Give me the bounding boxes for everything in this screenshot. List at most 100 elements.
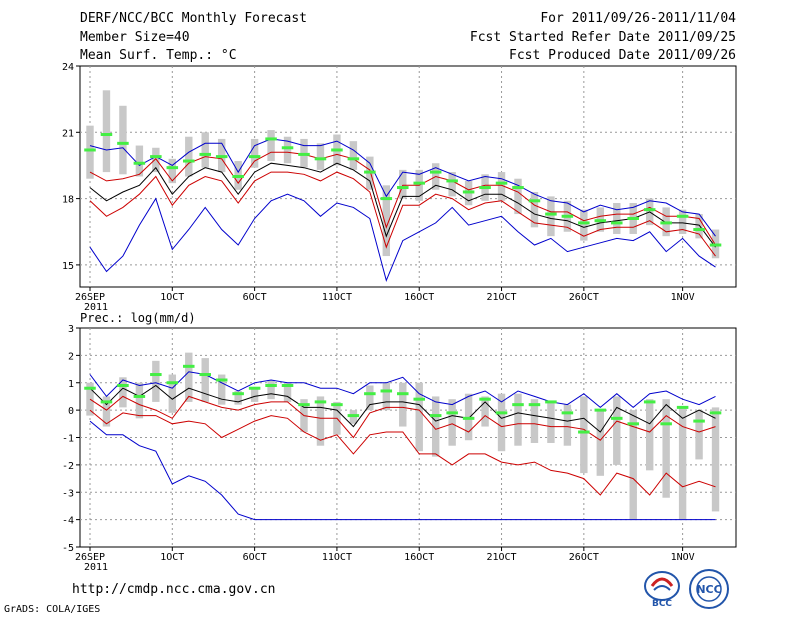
y-tick-label: -2: [62, 461, 74, 472]
obs-marker: [265, 383, 277, 387]
range-bar: [283, 136, 292, 164]
obs-marker: [133, 161, 146, 165]
range-bar: [613, 396, 621, 465]
y-tick-label: 3: [68, 324, 74, 335]
range-bar: [547, 196, 555, 237]
obs-marker: [215, 378, 228, 382]
range-bar: [481, 396, 489, 427]
obs-marker: [413, 397, 425, 401]
y-tick-label: 0: [68, 406, 74, 417]
range-bar: [283, 382, 292, 402]
obs-marker: [215, 155, 228, 159]
range-bar: [629, 410, 637, 520]
forecast-title: DERF/NCC/BCC Monthly Forecast: [80, 11, 307, 26]
range-bar: [267, 130, 275, 162]
x-tick-label: 1NOV: [671, 292, 695, 303]
obs-marker: [512, 186, 524, 190]
range-bar: [563, 404, 572, 446]
range-bar: [349, 141, 358, 170]
series-line-lower: [89, 171, 716, 257]
x-tick-label: 26SEP: [75, 552, 105, 563]
range-bar: [497, 172, 506, 201]
y-tick-label: -1: [62, 434, 74, 445]
range-bar: [250, 388, 259, 402]
member-size: Member Size=40: [80, 30, 190, 45]
x-tick-label: 1OCT: [160, 552, 184, 563]
range-bar: [382, 382, 391, 411]
range-bar: [530, 191, 539, 228]
obs-marker: [380, 197, 393, 201]
range-bar: [431, 396, 440, 457]
x-tick-label: 26SEP: [75, 292, 105, 303]
range-bar: [217, 374, 226, 405]
obs-marker: [611, 416, 623, 420]
obs-marker: [693, 228, 705, 232]
range-bar: [102, 90, 111, 173]
range-bar: [399, 169, 407, 199]
obs-marker: [232, 392, 244, 396]
x-tick-label: 1OCT: [160, 292, 184, 303]
obs-marker: [117, 141, 129, 145]
source-url[interactable]: http://cmdp.ncc.cma.gov.cn: [72, 582, 276, 597]
forecast-period: For 2011/09/26-2011/11/04: [540, 11, 736, 26]
obs-marker: [429, 414, 442, 418]
range-bar: [547, 401, 555, 443]
range-bar: [448, 172, 456, 197]
obs-marker: [166, 166, 179, 170]
obs-marker: [150, 155, 162, 159]
range-bar: [366, 385, 374, 411]
range-bar: [86, 382, 94, 416]
obs-marker: [578, 430, 590, 434]
bcc-logo-text: BCC: [652, 599, 672, 608]
range-bar: [152, 360, 160, 402]
obs-marker: [166, 381, 179, 385]
obs-marker: [100, 400, 113, 404]
obs-marker: [627, 216, 639, 220]
range-bar: [168, 158, 177, 184]
range-bar: [135, 145, 144, 177]
x-tick-label: 6OCT: [243, 552, 267, 563]
range-bar: [662, 399, 670, 498]
range-bar: [711, 407, 720, 512]
obs-marker: [528, 403, 541, 407]
obs-marker: [380, 389, 393, 393]
obs-marker: [397, 392, 409, 396]
obs-marker: [660, 422, 672, 426]
grads-credit: GrADS: COLA/IGES: [4, 604, 101, 615]
obs-marker: [84, 148, 96, 152]
y-tick-label: 24: [62, 62, 74, 73]
range-bar: [119, 105, 127, 175]
range-bar: [695, 410, 703, 460]
range-bar: [382, 185, 391, 257]
obs-marker: [446, 411, 458, 415]
range-bar: [514, 178, 522, 215]
start-date: Fcst Started Refer Date 2011/09/25: [469, 30, 736, 45]
obs-marker: [298, 152, 310, 156]
plot-frame: [79, 65, 737, 288]
obs-marker: [462, 190, 475, 194]
x-tick-label: 26OCT: [569, 552, 599, 563]
variable-label: Mean Surf. Temp.: °C: [80, 48, 237, 63]
obs-marker: [462, 416, 475, 420]
series-line-min: [89, 193, 716, 282]
obs-marker: [100, 133, 113, 137]
x-tick-label: 6OCT: [243, 292, 267, 303]
range-bar: [102, 396, 111, 427]
range-bar: [201, 132, 209, 168]
chart-panel-2: -5 -4 -3 -2 -1 0 1 2 3 26SEP 1OCT 6OCT 11OCT 16OCT 21O…: [62, 311, 737, 573]
obs-marker: [528, 199, 541, 203]
obs-marker: [561, 411, 574, 415]
obs-marker: [643, 400, 656, 404]
range-bar: [448, 399, 456, 446]
obs-marker: [479, 397, 491, 401]
obs-marker: [314, 400, 327, 404]
x-tick-label: 21OCT: [486, 292, 516, 303]
series-line-max: [89, 138, 716, 237]
x-tick-label: 11OCT: [322, 552, 352, 563]
obs-marker: [676, 405, 689, 409]
range-bar: [645, 399, 654, 471]
series-line-max: [89, 371, 716, 409]
obs-marker: [314, 157, 327, 161]
range-bar: [267, 380, 275, 400]
